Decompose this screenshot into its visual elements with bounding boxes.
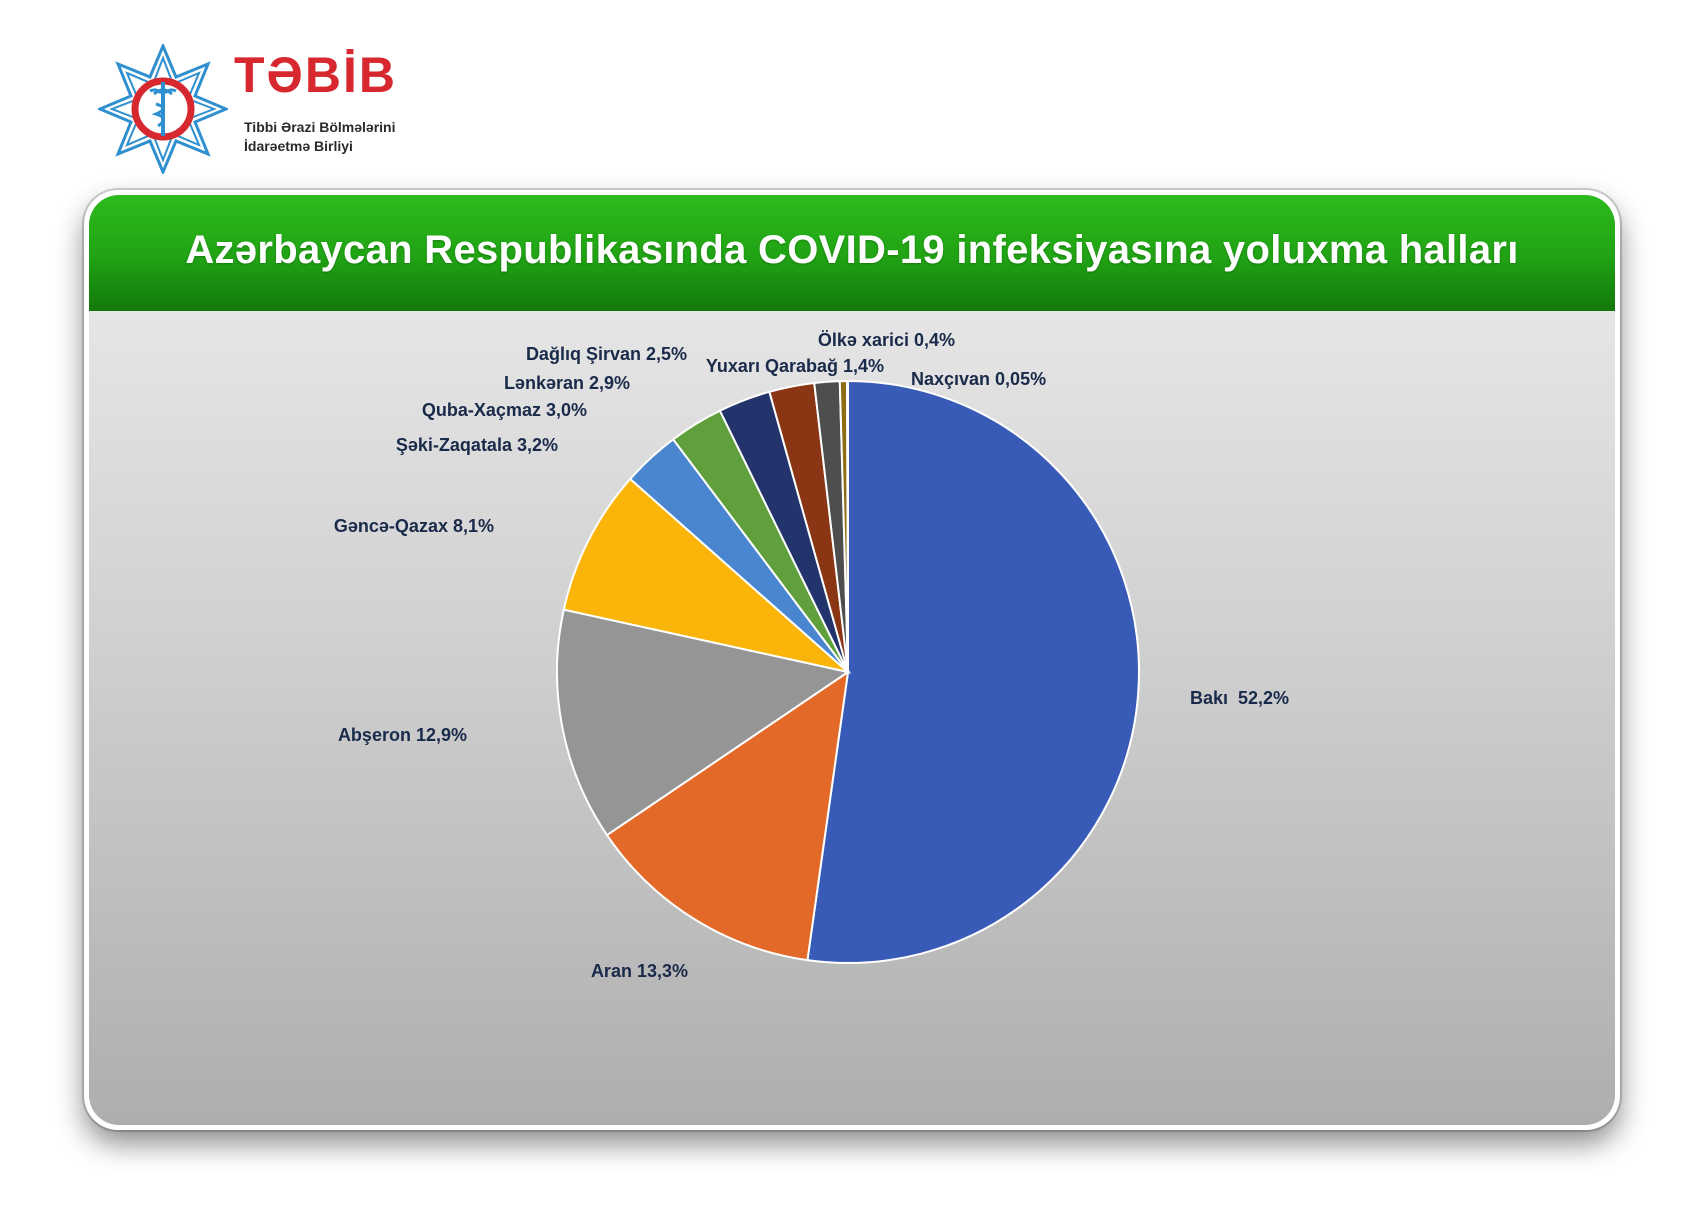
brand-name: TƏBİB [234,47,397,103]
slice-label-abseron: Abşeron 12,9% [338,725,467,745]
brand-subtitle: Tibbi Ərazi Bölmələrini İdarəetmə Birliy… [244,118,396,156]
pie-chart: Bakı 52,2% Aran 13,3% Abşeron 12,9% Gəncə-Q… [334,330,1289,981]
brand-subtitle-line2: İdarəetmə Birliyi [244,138,353,154]
slice-label-quba-xacmaz: Quba-Xaçmaz 3,0% [422,400,587,420]
chart-panel: Azərbaycan Respublikasında COVID-19 infe… [89,195,1615,1125]
slice-label-yuxari-qarabag: Yuxarı Qarabağ 1,4% [706,356,884,376]
slice-label-naxcivan: Naxçıvan 0,05% [911,369,1046,389]
chart-card: Azərbaycan Respublikasında COVID-19 infe… [84,190,1620,1130]
brand-subtitle-line1: Tibbi Ərazi Bölmələrini [244,119,396,135]
slice-label-aran: Aran 13,3% [591,961,688,981]
chart-title: Azərbaycan Respublikasında COVID-19 infe… [185,227,1519,272]
slice-label-olke-xarici: Ölkə xarici 0,4% [818,330,955,350]
pie-slice-naxcivan [846,379,849,673]
pie-slice-gence-qazax [562,477,852,674]
slice-label-lenkeran: Lənkəran 2,9% [504,373,630,393]
pie-slice-aran [605,669,850,962]
slice-label-dagliq-sirvan: Dağlıq Şirvan 2,5% [526,344,687,364]
slice-label-gence-qazax: Gəncə-Qazax 8,1% [334,516,494,536]
medical-star-emblem-icon [98,44,228,174]
tebib-logo: TƏBİB Tibbi Ərazi Bölmələrini İdarəetmə … [98,44,428,174]
slice-label-baki: Bakı 52,2% [1190,688,1289,708]
pie-slice-abseron [556,608,851,837]
chart-header: Azərbaycan Respublikasında COVID-19 infe… [89,195,1615,311]
pie-slice-baki [806,379,1140,964]
slice-label-seki-zaqatala: Şəki-Zaqatala 3,2% [396,435,558,455]
